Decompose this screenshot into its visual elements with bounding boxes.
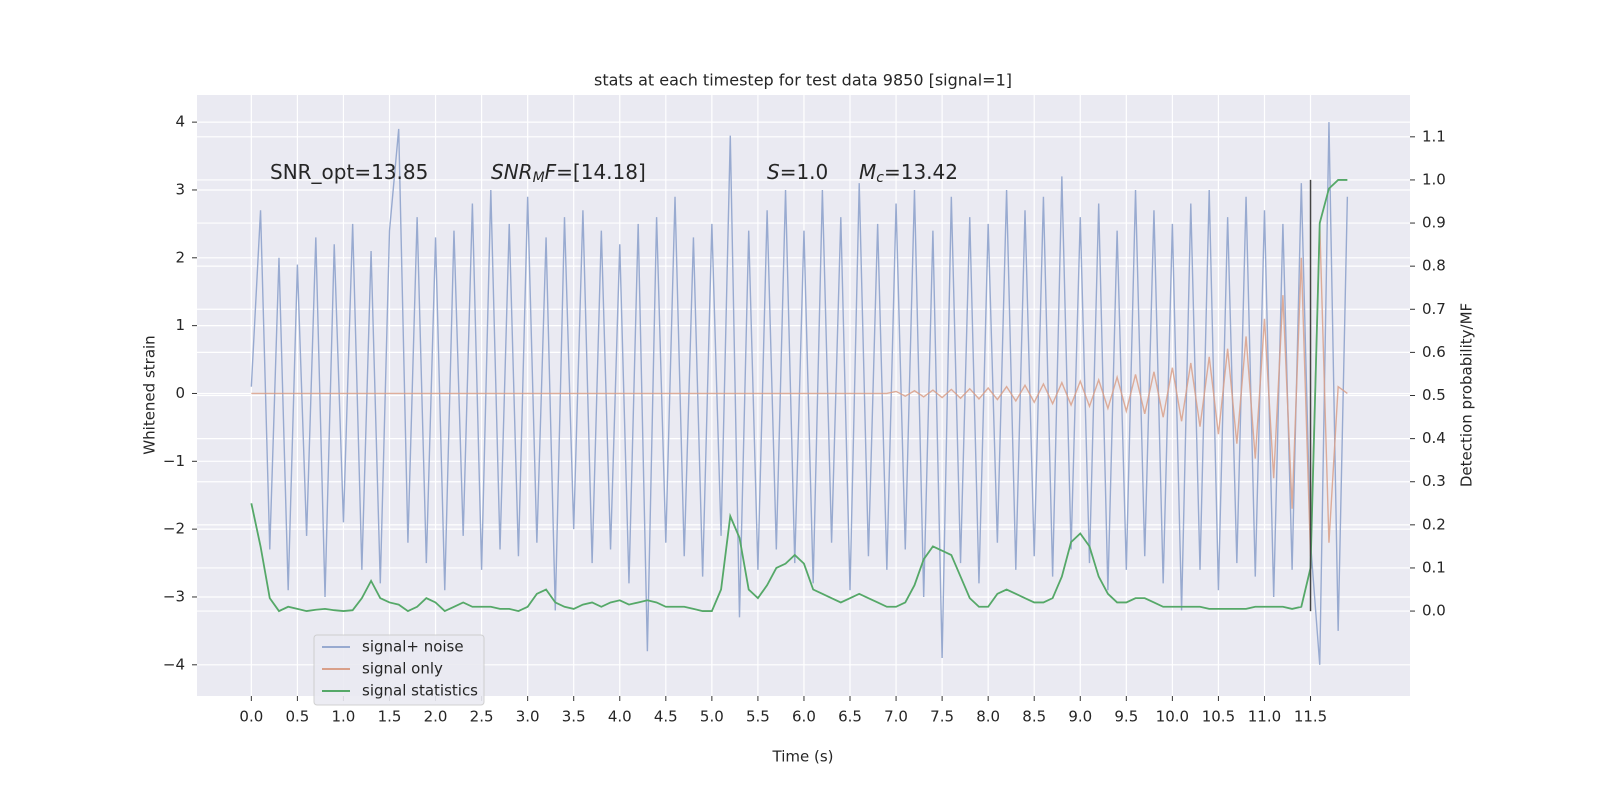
- series-line: [250, 122, 1349, 665]
- y2-tick-label: 0.0: [1422, 602, 1446, 620]
- y-tick-label: −2: [163, 520, 185, 538]
- x-tick-label: 1.5: [378, 708, 402, 726]
- x-tick-label: 9.0: [1068, 708, 1092, 726]
- y2-tick-label: 0.4: [1422, 429, 1446, 447]
- annotation-part: S: [767, 160, 780, 184]
- annotation-part: SNR_opt=13.85: [270, 160, 428, 184]
- legend-label: signal+ noise: [362, 638, 464, 656]
- annotation-part: =13.42: [884, 160, 958, 184]
- y2-axis-label: Detection probability/MF: [1458, 303, 1476, 487]
- marks: [250, 122, 1349, 665]
- y2-tick-label: 0.5: [1422, 386, 1446, 404]
- annotation-part: SNR: [491, 160, 533, 184]
- y-tick-label: −4: [163, 655, 185, 673]
- x-tick-label: 8.5: [1022, 708, 1046, 726]
- x-tick-label: 2.0: [424, 708, 448, 726]
- annotation-part: M: [533, 170, 545, 186]
- series-line: [251, 223, 1348, 557]
- x-tick-label: 11.0: [1248, 708, 1281, 726]
- y-axis-label: Whitened strain: [141, 335, 159, 454]
- x-tick-label: 3.0: [516, 708, 540, 726]
- annotation: Mc=13.42: [859, 160, 958, 187]
- y-tick-label: 2: [175, 248, 185, 266]
- x-tick-label: 5.0: [700, 708, 724, 726]
- x-tick-label: 7.5: [930, 708, 954, 726]
- y-tick-label: −3: [163, 587, 185, 605]
- annotation: SNRMF=[14.18]: [491, 160, 646, 187]
- x-tick-label: 6.0: [792, 708, 816, 726]
- annotation-part: =[14.18]: [556, 160, 646, 184]
- x-axis-label: Time (s): [772, 748, 834, 766]
- x-tick-label: 10.0: [1156, 708, 1189, 726]
- legend-box: [313, 634, 485, 706]
- legend-label: signal statistics: [362, 682, 478, 700]
- x-tick-label: 6.5: [838, 708, 862, 726]
- y-tick-label: 1: [175, 316, 185, 334]
- x-tick-label: 0.0: [239, 708, 263, 726]
- annotation: SNR_opt=13.85: [270, 160, 428, 184]
- annotation: S=1.0: [767, 160, 828, 184]
- x-tick-label: 8.0: [976, 708, 1000, 726]
- y-tick-label: 4: [175, 113, 185, 131]
- x-tick-label: 4.0: [608, 708, 632, 726]
- x-tick-label: 9.5: [1114, 708, 1138, 726]
- x-tick-label: 4.5: [654, 708, 678, 726]
- y2-tick-label: 0.9: [1422, 214, 1446, 232]
- y2-tick-label: 0.1: [1422, 558, 1446, 576]
- annotation-part: M: [859, 160, 876, 184]
- x-tick-label: 0.5: [285, 708, 309, 726]
- x-tick-label: 7.0: [884, 708, 908, 726]
- series-line: [250, 179, 1348, 613]
- y2-tick-label: 1.0: [1422, 170, 1446, 188]
- y-tick-label: 3: [175, 180, 185, 198]
- legend-label: signal only: [362, 660, 443, 678]
- y2-tick-label: 1.1: [1422, 127, 1446, 145]
- chart-title: stats at each timestep for test data 985…: [594, 71, 1012, 90]
- y2-tick-label: 0.2: [1422, 515, 1446, 533]
- y2-tick-label: 0.8: [1422, 257, 1446, 275]
- y2-tick-label: 0.6: [1422, 343, 1446, 361]
- annotation-part: c: [876, 170, 884, 186]
- y-tick-label: 0: [175, 384, 185, 402]
- x-tick-label: 11.5: [1294, 708, 1327, 726]
- y-tick-label: −1: [163, 452, 185, 470]
- annotation-part: F: [545, 160, 557, 184]
- x-tick-label: 2.5: [470, 708, 494, 726]
- x-tick-label: 1.0: [332, 708, 356, 726]
- x-tick-label: 5.5: [746, 708, 770, 726]
- annotation-part: =1.0: [780, 160, 829, 184]
- y2-tick-label: 0.3: [1422, 472, 1446, 490]
- y2-tick-label: 0.7: [1422, 300, 1446, 318]
- x-tick-label: 10.5: [1202, 708, 1235, 726]
- x-tick-label: 3.5: [562, 708, 586, 726]
